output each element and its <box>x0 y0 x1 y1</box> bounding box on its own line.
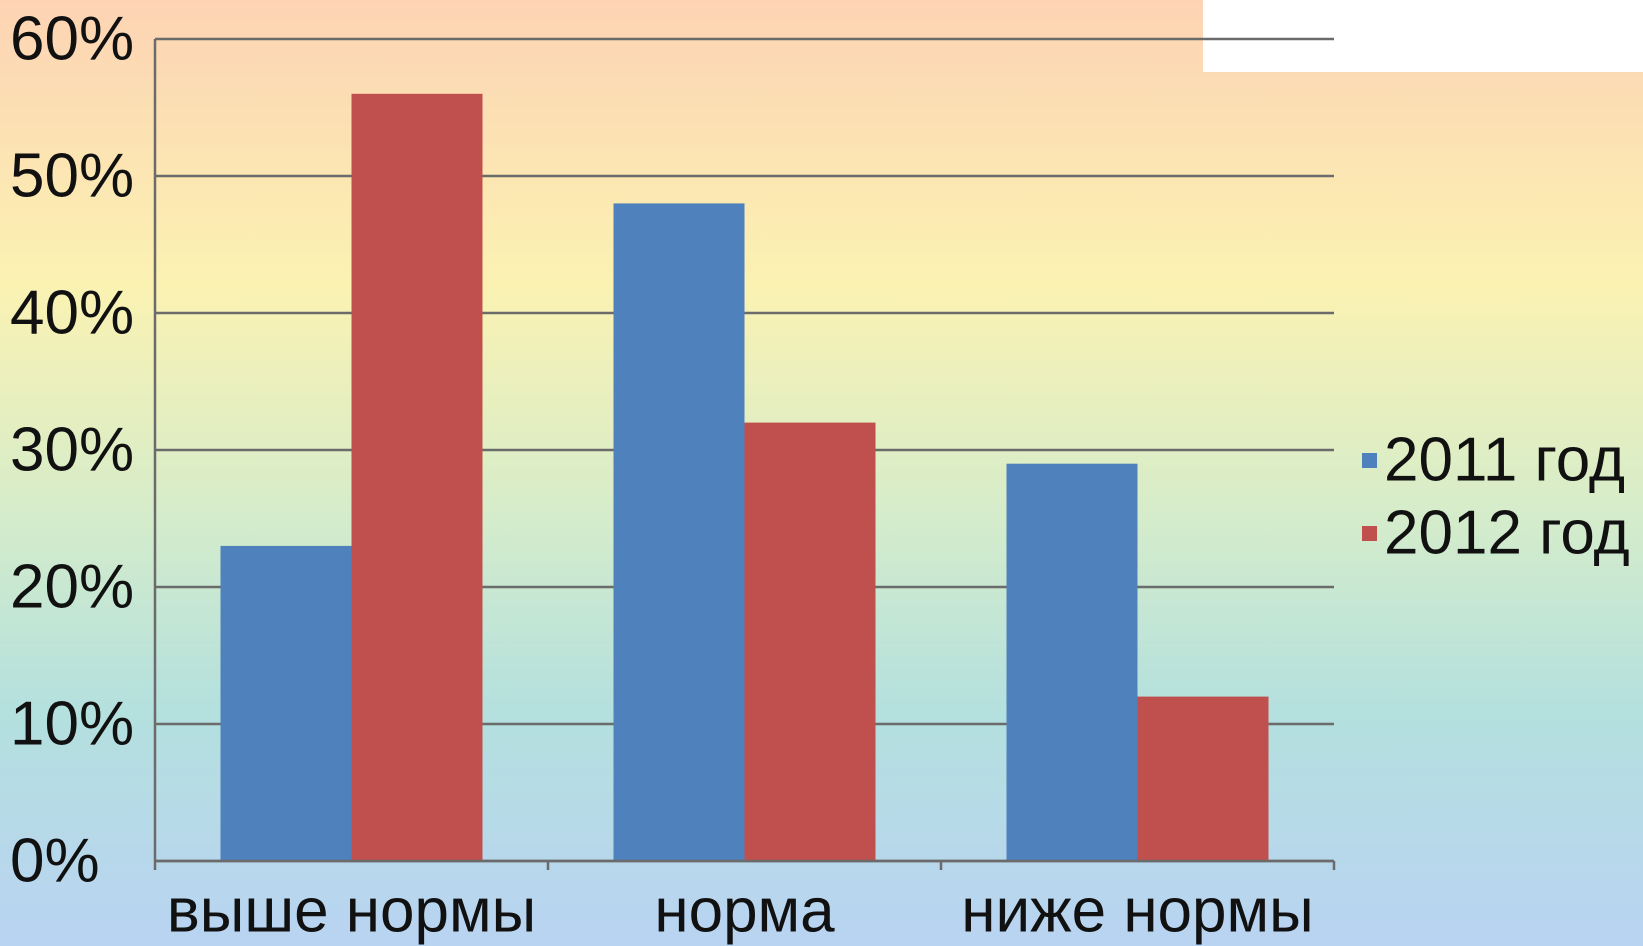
x-tick-label: норма <box>654 876 835 945</box>
y-tick-label: 50% <box>10 141 134 210</box>
bar <box>614 203 745 861</box>
chart: 0% 10% 20% 30% 40% 50% 60% выше нормы норма ниже … <box>0 0 1643 946</box>
legend-label: 2011 год <box>1384 425 1625 494</box>
page: 0% 10% 20% 30% 40% 50% 60% выше нормы норма ниже … <box>0 0 1643 946</box>
bar <box>745 423 876 861</box>
bar <box>221 546 352 861</box>
legend-label: 2012 год <box>1384 498 1630 567</box>
y-tick-label: 10% <box>10 689 134 758</box>
bar <box>352 94 483 861</box>
bar <box>1007 464 1138 861</box>
corner-panel <box>1203 0 1643 72</box>
y-tick-label: 30% <box>10 415 134 484</box>
bar <box>1138 697 1269 861</box>
y-tick-label: 20% <box>10 552 134 621</box>
x-tick-label: ниже нормы <box>961 876 1313 945</box>
legend-swatch <box>1362 453 1377 468</box>
y-tick-label: 60% <box>10 4 134 73</box>
legend-swatch <box>1362 526 1377 541</box>
y-tick-label: 40% <box>10 278 134 347</box>
x-tick-label: выше нормы <box>167 876 536 945</box>
y-tick-label: 0% <box>10 826 100 895</box>
